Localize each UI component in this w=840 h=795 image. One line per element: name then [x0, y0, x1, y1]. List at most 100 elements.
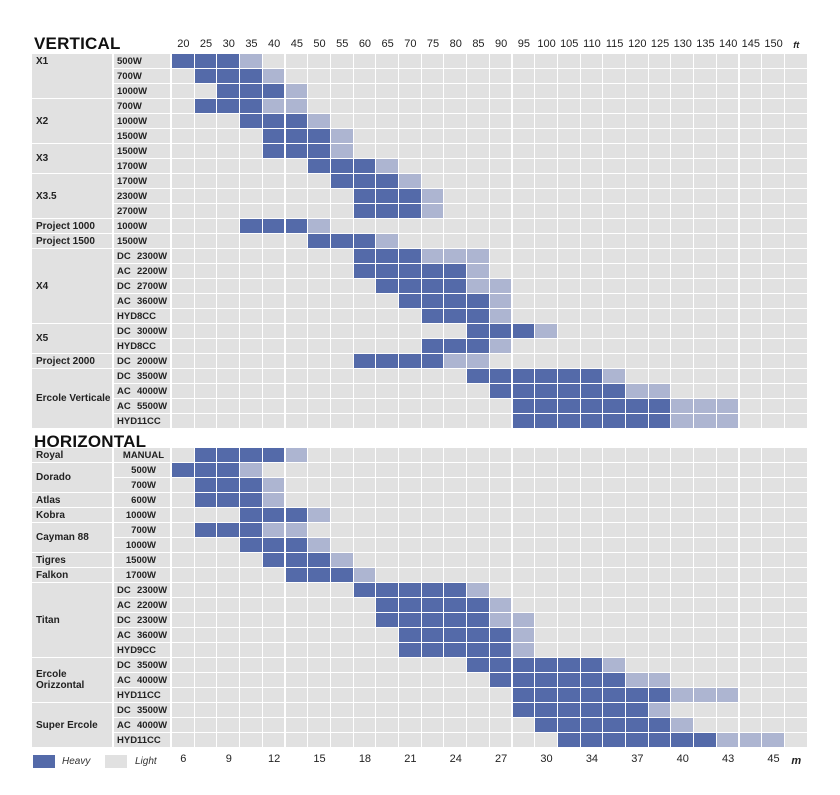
- heavy-cell: [262, 553, 285, 567]
- empty-cell: [217, 568, 240, 582]
- empty-cell: [626, 369, 648, 383]
- empty-cell: [739, 399, 762, 413]
- empty-cell: [172, 493, 194, 507]
- empty-cell: [194, 354, 217, 368]
- heavy-cell: [535, 718, 557, 732]
- empty-cell: [694, 174, 716, 188]
- empty-cell: [353, 399, 376, 413]
- empty-cell: [694, 613, 716, 627]
- empty-cell: [784, 204, 807, 218]
- ft-tick-label: 115: [605, 38, 624, 50]
- empty-cell: [512, 144, 535, 158]
- empty-cell: [603, 174, 625, 188]
- empty-cell: [308, 478, 330, 492]
- empty-cell: [716, 583, 739, 597]
- power-value: 3500W: [137, 704, 168, 716]
- horizontal-section-title: HORIZONTAL: [34, 432, 147, 451]
- power-label: 500W: [114, 463, 170, 477]
- heavy-cell: [194, 478, 217, 492]
- empty-cell: [240, 688, 262, 702]
- heavy-cell: [240, 219, 262, 233]
- empty-cell: [739, 354, 762, 368]
- empty-cell: [626, 324, 648, 338]
- empty-cell: [557, 129, 580, 143]
- heavy-cell: [240, 99, 262, 113]
- empty-cell: [467, 129, 489, 143]
- empty-cell: [262, 658, 285, 672]
- empty-cell: [739, 249, 762, 263]
- power-label: AC 5500W: [114, 399, 170, 413]
- empty-cell: [784, 99, 807, 113]
- empty-cell: [557, 628, 580, 642]
- empty-cell: [285, 598, 308, 612]
- empty-cell: [762, 613, 784, 627]
- empty-cell: [557, 99, 580, 113]
- power-label: 500W: [114, 54, 170, 68]
- empty-cell: [444, 508, 467, 522]
- empty-cell: [580, 54, 603, 68]
- empty-cell: [716, 384, 739, 398]
- empty-cell: [194, 324, 217, 338]
- empty-cell: [330, 703, 353, 717]
- empty-cell: [784, 493, 807, 507]
- empty-cell: [399, 399, 421, 413]
- empty-cell: [603, 613, 625, 627]
- empty-cell: [217, 703, 240, 717]
- empty-cell: [330, 658, 353, 672]
- empty-cell: [399, 414, 421, 428]
- empty-cell: [671, 159, 694, 173]
- empty-cell: [172, 478, 194, 492]
- m-tick-label: 43: [722, 753, 735, 765]
- heavy-cell: [512, 414, 535, 428]
- empty-cell: [694, 448, 716, 462]
- empty-cell: [557, 309, 580, 323]
- empty-cell: [626, 309, 648, 323]
- empty-cell: [172, 583, 194, 597]
- heavy-cell: [557, 688, 580, 702]
- empty-cell: [444, 84, 467, 98]
- heavy-cell: [421, 309, 444, 323]
- empty-cell: [694, 538, 716, 552]
- empty-cell: [784, 189, 807, 203]
- empty-cell: [671, 309, 694, 323]
- empty-cell: [762, 99, 784, 113]
- empty-cell: [739, 144, 762, 158]
- power-type: AC: [117, 265, 131, 277]
- model-label: Project 1000: [32, 219, 112, 233]
- power-value: 700W: [131, 524, 156, 536]
- empty-cell: [421, 493, 444, 507]
- heavy-cell: [467, 324, 489, 338]
- heavy-cell: [557, 673, 580, 687]
- heavy-cell: [240, 508, 262, 522]
- light-cell: [489, 598, 512, 612]
- empty-cell: [399, 144, 421, 158]
- empty-cell: [285, 279, 308, 293]
- heavy-cell: [626, 703, 648, 717]
- power-label: 1700W: [114, 159, 170, 173]
- power-label: AC 4000W: [114, 718, 170, 732]
- ft-tick-label: 120: [628, 38, 647, 50]
- heavy-cell: [557, 414, 580, 428]
- heavy-cell: [262, 219, 285, 233]
- empty-cell: [330, 324, 353, 338]
- heavy-cell: [217, 478, 240, 492]
- light-cell: [262, 493, 285, 507]
- empty-cell: [444, 189, 467, 203]
- empty-cell: [603, 478, 625, 492]
- heavy-cell: [580, 718, 603, 732]
- power-value: 600W: [131, 494, 156, 506]
- empty-cell: [444, 174, 467, 188]
- empty-cell: [580, 523, 603, 537]
- empty-cell: [784, 279, 807, 293]
- empty-cell: [671, 598, 694, 612]
- empty-cell: [671, 204, 694, 218]
- power-label: MANUAL: [114, 448, 170, 462]
- heavy-cell: [308, 129, 330, 143]
- empty-cell: [194, 294, 217, 308]
- power-type: AC: [117, 400, 131, 412]
- empty-cell: [489, 264, 512, 278]
- empty-cell: [512, 478, 535, 492]
- empty-cell: [694, 144, 716, 158]
- empty-cell: [557, 204, 580, 218]
- power-value: 2700W: [117, 205, 148, 217]
